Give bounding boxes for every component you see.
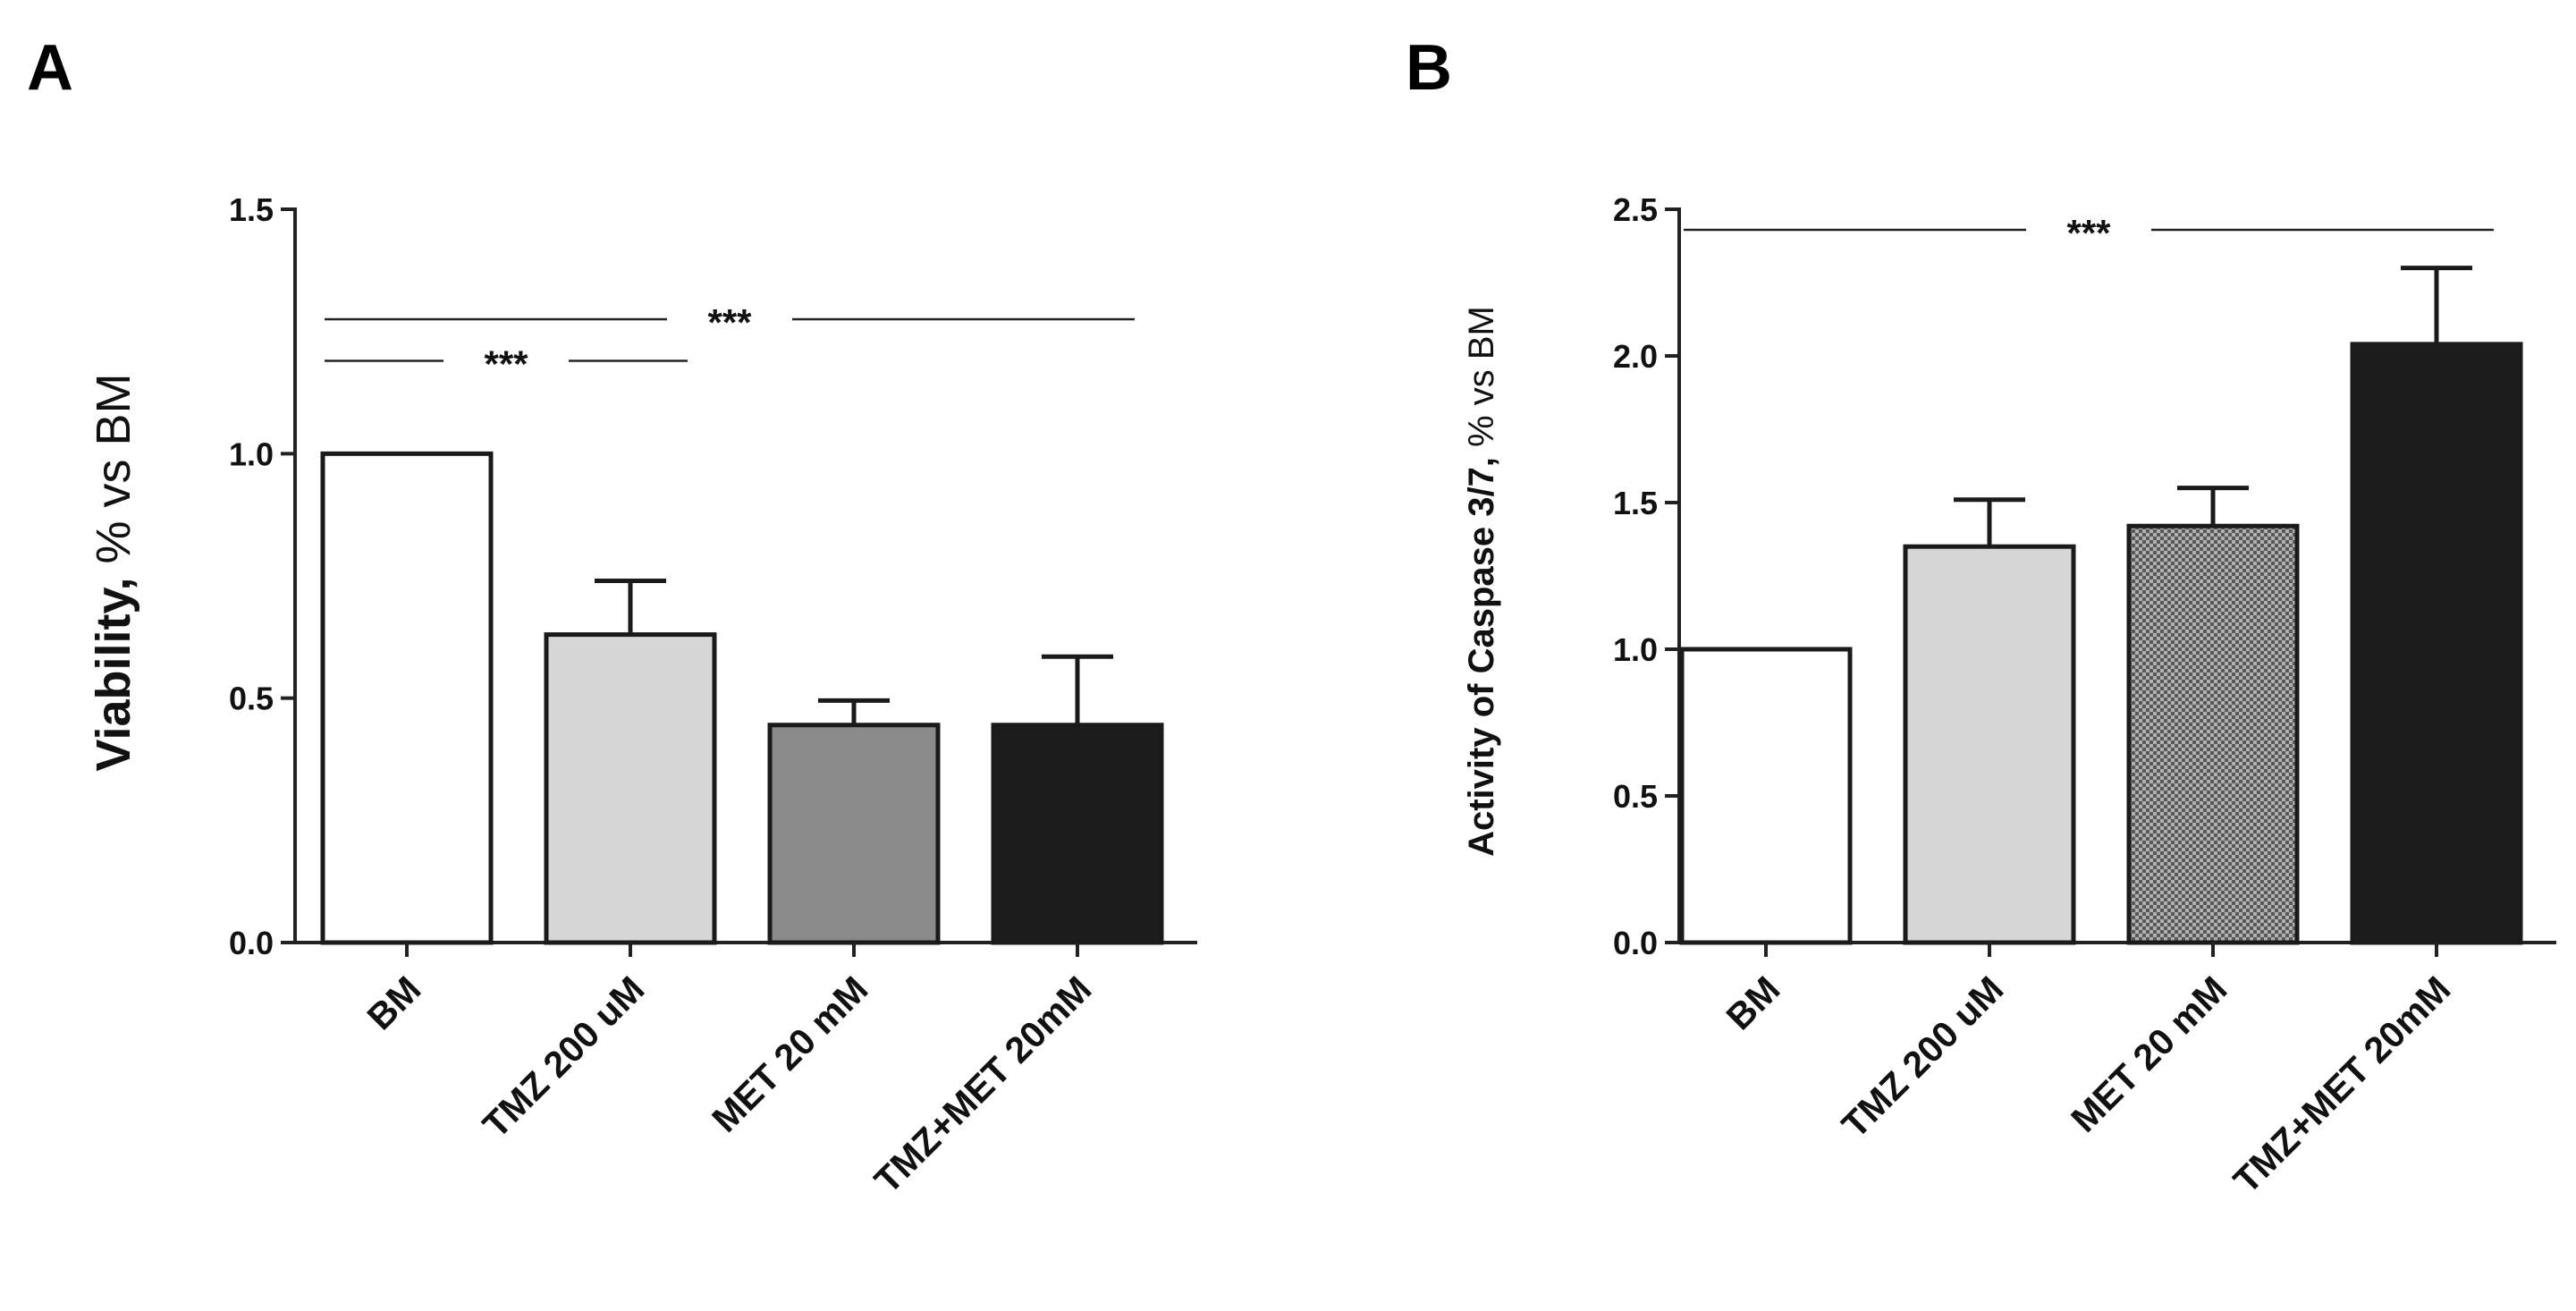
chart-a-y-tick-label: 0.5 (229, 681, 274, 717)
chart-b-significance-label: *** (2066, 212, 2111, 254)
chart-a-bar-bm (320, 451, 494, 945)
chart-a-bar-tmz-200-um (544, 632, 717, 945)
chart-a-y-axis-label: Viability, % vs BM (87, 373, 140, 771)
chart-b-bar-tmz-met-20mm (2350, 342, 2523, 945)
chart-b-x-label-met-20-mm: MET 20 mM (2063, 968, 2234, 1140)
panel-letter-a: A (27, 32, 73, 104)
chart-a-bar-met-20-mm (767, 723, 941, 945)
chart-a-y-axis-label-main: Viability, (87, 577, 140, 771)
chart-a-x-label-met-20-mm: MET 20 mM (704, 968, 875, 1140)
chart-b-x-label-tmz-200-um: TMZ 200 uM (1834, 968, 2011, 1146)
chart-a-y-axis-label-unit: % vs BM (87, 373, 140, 577)
chart-a-x-label-tmz-met-20mm: TMZ+MET 20mM (866, 968, 1099, 1201)
chart-b-y-axis-label-unit: % vs BM (1462, 306, 1501, 457)
chart-b-y-tick-label: 0.0 (1613, 925, 1658, 961)
chart-b-y-tick-label: 2.5 (1613, 191, 1658, 228)
panel-letter-b: B (1406, 32, 1452, 104)
chart-a-significance-label: *** (484, 343, 528, 385)
chart-a-y-tick-label: 0.0 (229, 925, 274, 961)
chart-b-bar-tmz-200-um (1903, 544, 2076, 945)
chart-b-x-label-tmz-met-20mm: TMZ+MET 20mM (2225, 968, 2458, 1201)
chart-a-y-tick-label: 1.5 (229, 191, 274, 228)
chart-b-x-label-bm: BM (1719, 968, 1788, 1038)
chart-a-bar-tmz-met-20mm (991, 723, 1164, 945)
chart-a-significance-label: *** (707, 301, 752, 343)
chart-caspase-activity: 0.0 0.5 1.0 1.5 2.0 2.5 BM TMZ 200 uM MET 20 mMT… (1462, 191, 2556, 1201)
chart-b-y-axis-label-main: Activity of Caspase 3/7, (1462, 457, 1501, 857)
chart-a-y-tick-label: 1.0 (229, 436, 274, 472)
chart-b-y-tick-label: 0.5 (1613, 778, 1658, 815)
chart-b-y-axis-label: Activity of Caspase 3/7, % vs BM (1462, 306, 1501, 857)
chart-b-y-tick-label: 1.5 (1613, 485, 1658, 521)
chart-b-y-tick-label: 1.0 (1613, 631, 1658, 668)
chart-b-bar-bm (1679, 647, 1853, 945)
chart-viability: 0.0 0.5 1.0 1.5 BM TMZ 200 uM MET 20 mMTMZ+MET… (87, 191, 1197, 1201)
chart-a-x-label-bm: BM (359, 968, 429, 1038)
chart-a-x-label-tmz-200-um: TMZ 200 uM (475, 968, 652, 1146)
chart-b-y-tick-label: 2.0 (1613, 338, 1658, 375)
chart-b-bar-met-20-mm (2126, 523, 2300, 945)
